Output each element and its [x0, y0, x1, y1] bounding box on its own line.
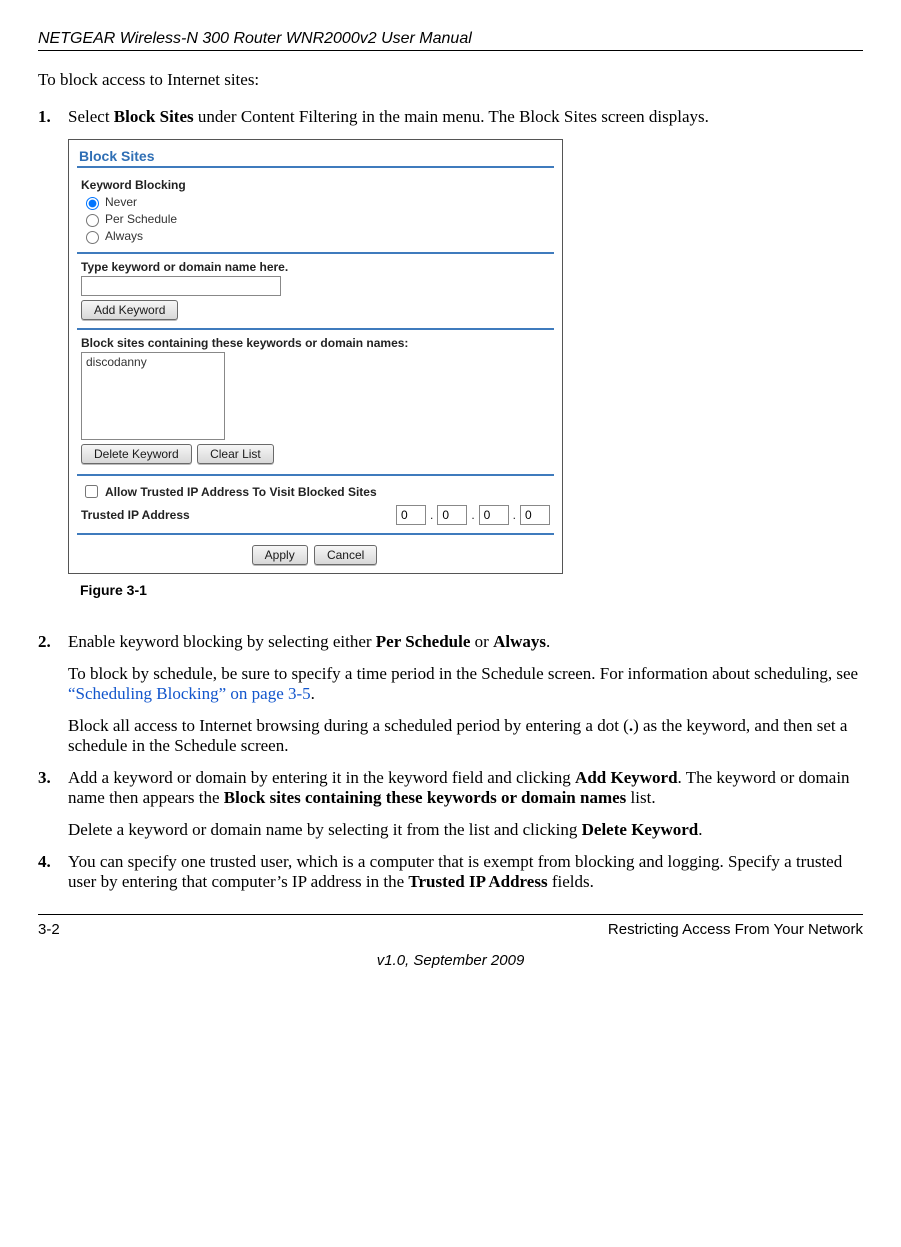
step-number: 2. [38, 632, 68, 756]
apply-button[interactable]: Apply [252, 545, 308, 565]
trusted-ip-d[interactable] [520, 505, 550, 525]
step-para: You can specify one trusted user, which … [68, 852, 863, 892]
step-body: Select Block Sites under Content Filteri… [68, 107, 863, 620]
separator [77, 252, 554, 254]
manual-title: NETGEAR Wireless-N 300 Router WNR2000v2 … [38, 30, 863, 48]
step-para: To block by schedule, be sure to specify… [68, 664, 863, 704]
step-number: 4. [38, 852, 68, 892]
block-list-label: Block sites containing these keywords or… [81, 336, 550, 350]
ip-dot: . [471, 508, 474, 522]
step-para: Enable keyword blocking by selecting eit… [68, 632, 863, 652]
intro-text: To block access to Internet sites: [38, 69, 863, 90]
radio-never-label: Never [105, 195, 137, 209]
header-rule [38, 50, 863, 51]
step-number: 1. [38, 107, 68, 620]
separator [77, 533, 554, 535]
trusted-ip-c[interactable] [479, 505, 509, 525]
steps-list: 1. Select Block Sites under Content Filt… [38, 107, 863, 892]
keyword-blocking-label: Keyword Blocking [81, 178, 550, 192]
trusted-ip-label: Trusted IP Address [81, 508, 190, 522]
keyword-listbox[interactable]: discodanny [81, 352, 225, 440]
cancel-button[interactable]: Cancel [314, 545, 377, 565]
figure-caption: Figure 3-1 [80, 582, 863, 598]
allow-trusted-label: Allow Trusted IP Address To Visit Blocke… [105, 485, 377, 499]
list-item[interactable]: discodanny [86, 355, 147, 369]
allow-trusted-checkbox[interactable] [85, 485, 98, 498]
radio-always[interactable] [86, 231, 99, 244]
delete-keyword-button[interactable]: Delete Keyword [81, 444, 192, 464]
ip-dot: . [430, 508, 433, 522]
type-keyword-label: Type keyword or domain name here. [81, 260, 550, 274]
footer-rule [38, 914, 863, 915]
step-para: Block all access to Internet browsing du… [68, 716, 863, 756]
separator [77, 474, 554, 476]
radio-never[interactable] [86, 197, 99, 210]
trusted-ip-b[interactable] [437, 505, 467, 525]
clear-list-button[interactable]: Clear List [197, 444, 274, 464]
separator [77, 328, 554, 330]
radio-always-label: Always [105, 229, 143, 243]
radio-per-schedule-label: Per Schedule [105, 212, 177, 226]
trusted-ip-a[interactable] [396, 505, 426, 525]
keyword-input[interactable] [81, 276, 281, 296]
add-keyword-button[interactable]: Add Keyword [81, 300, 178, 320]
step-number: 3. [38, 768, 68, 840]
step-para: Add a keyword or domain by entering it i… [68, 768, 863, 808]
ip-dot: . [513, 508, 516, 522]
step-body: You can specify one trusted user, which … [68, 852, 863, 892]
separator [77, 166, 554, 168]
panel-title: Block Sites [69, 148, 562, 166]
radio-per-schedule[interactable] [86, 214, 99, 227]
footer-page-number: 3-2 [38, 921, 60, 938]
step-body: Add a keyword or domain by entering it i… [68, 768, 863, 840]
footer-section-title: Restricting Access From Your Network [608, 921, 863, 938]
step-para: Delete a keyword or domain name by selec… [68, 820, 863, 840]
block-sites-screenshot: Block Sites Keyword Blocking Never Per S… [68, 139, 563, 574]
footer-version: v1.0, September 2009 [38, 952, 863, 969]
step-para: Select Block Sites under Content Filteri… [68, 107, 863, 127]
step-body: Enable keyword blocking by selecting eit… [68, 632, 863, 756]
